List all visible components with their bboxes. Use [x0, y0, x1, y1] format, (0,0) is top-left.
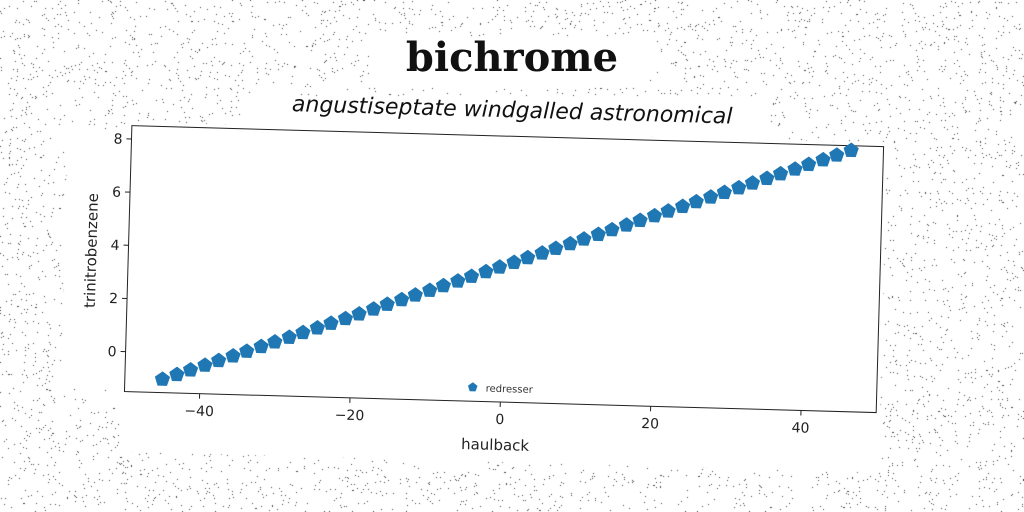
y-tick-label: 4	[110, 238, 119, 254]
data-point	[267, 334, 283, 349]
data-point	[295, 324, 311, 340]
data-point	[632, 212, 648, 228]
data-point	[801, 156, 817, 172]
data-point	[435, 277, 452, 293]
data-point	[520, 249, 536, 265]
data-point	[506, 254, 522, 270]
data-point	[365, 301, 382, 316]
legend-label: redresser	[486, 384, 534, 396]
data-point	[422, 282, 438, 298]
data-point	[534, 245, 550, 260]
data-point	[394, 291, 410, 307]
data-point	[843, 142, 859, 158]
data-point	[716, 184, 733, 200]
data-point	[211, 352, 227, 368]
data-point	[744, 175, 761, 190]
data-point	[239, 343, 255, 358]
y-ticks: 0 2 4 6 8	[107, 131, 132, 360]
data-point	[478, 263, 494, 279]
data-point	[407, 287, 423, 302]
legend-marker	[467, 382, 478, 392]
x-tick-label: 20	[641, 416, 659, 432]
data-point	[253, 338, 269, 354]
data-point	[463, 268, 480, 284]
data-point	[323, 315, 339, 330]
data-point	[281, 329, 297, 344]
y-tick-label: 2	[109, 291, 118, 307]
data-point	[703, 189, 719, 204]
data-point	[492, 259, 508, 274]
data-point	[576, 231, 592, 246]
y-tick-label: 6	[112, 185, 121, 201]
data-point	[590, 226, 606, 242]
data-point	[450, 273, 466, 288]
data-point	[548, 240, 564, 256]
data-point	[829, 147, 845, 162]
data-point	[351, 306, 367, 321]
data-point	[309, 320, 325, 335]
data-point	[618, 217, 635, 232]
x-tick-label: 40	[791, 420, 809, 436]
y-tick-label: 0	[107, 344, 116, 360]
data-point	[225, 348, 241, 363]
data-point	[169, 366, 185, 382]
data-point	[154, 371, 171, 386]
data-point	[688, 193, 704, 209]
data-point	[646, 207, 663, 223]
data-point	[197, 357, 213, 372]
x-ticks: −40 −20 0 20 40	[184, 393, 810, 437]
x-tick-label: −40	[184, 403, 214, 420]
y-tick-label: 8	[113, 131, 122, 147]
x-tick-label: −20	[334, 407, 364, 424]
plot-area: −40 −20 0 20 40 0 2 4 6 8 haulback trinitrobenze…	[81, 125, 885, 455]
data-point	[379, 296, 395, 312]
data-point	[759, 170, 775, 186]
data-point	[772, 165, 789, 181]
data-point	[731, 179, 747, 195]
data-point	[562, 235, 578, 251]
points-layer	[154, 142, 859, 386]
data-point	[182, 361, 199, 377]
data-point	[337, 310, 354, 326]
data-point	[787, 161, 803, 176]
data-point	[675, 198, 691, 214]
data-point	[660, 203, 676, 218]
data-point	[815, 151, 831, 167]
x-tick-label: 0	[495, 412, 504, 428]
chart-title: bichrome	[405, 34, 619, 81]
x-axis-label: haulback	[461, 435, 530, 455]
data-point	[604, 221, 620, 237]
y-axis-label: trinitrobenzene	[81, 193, 102, 308]
legend: redresser	[467, 382, 534, 396]
